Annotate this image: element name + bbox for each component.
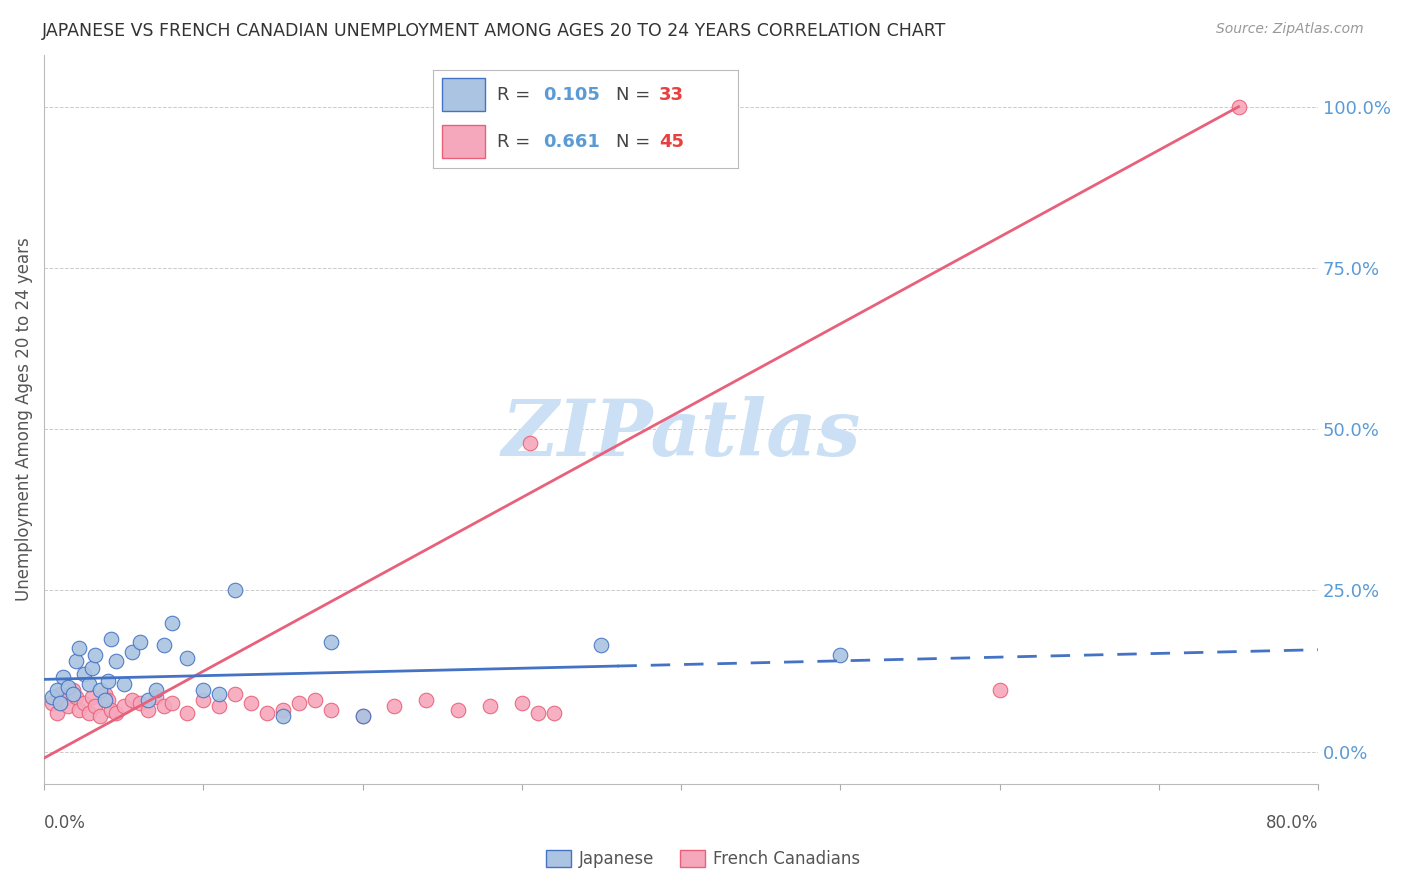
Point xyxy=(319,635,342,649)
Point xyxy=(193,683,215,698)
Point xyxy=(208,687,231,701)
Text: Source: ZipAtlas.com: Source: ZipAtlas.com xyxy=(1216,22,1364,37)
Point xyxy=(84,648,107,662)
Point xyxy=(73,696,96,710)
Point xyxy=(112,677,135,691)
Point xyxy=(271,709,294,723)
Point xyxy=(112,699,135,714)
Point xyxy=(830,648,852,662)
Point xyxy=(65,654,87,668)
Point xyxy=(256,706,278,720)
Point xyxy=(527,706,550,720)
Point xyxy=(104,706,127,720)
Point xyxy=(65,690,87,704)
Point xyxy=(136,703,159,717)
Text: ZIPatlas: ZIPatlas xyxy=(502,396,860,473)
Point xyxy=(128,696,150,710)
Point xyxy=(224,687,246,701)
Point xyxy=(93,693,115,707)
Point xyxy=(988,683,1011,698)
Point xyxy=(352,709,374,723)
Point xyxy=(128,635,150,649)
Point xyxy=(145,683,167,698)
Point xyxy=(77,706,100,720)
Point xyxy=(304,693,326,707)
Point xyxy=(208,699,231,714)
Point xyxy=(288,696,311,710)
Point xyxy=(62,687,84,701)
Point xyxy=(193,693,215,707)
Point xyxy=(415,693,437,707)
Point xyxy=(519,436,541,450)
Point xyxy=(97,673,120,688)
Point xyxy=(176,651,198,665)
Point xyxy=(80,690,103,704)
Point xyxy=(591,638,613,652)
Point xyxy=(56,699,79,714)
Point xyxy=(52,670,75,684)
Point xyxy=(89,709,111,723)
Point xyxy=(93,687,115,701)
Text: 80.0%: 80.0% xyxy=(1265,814,1319,832)
Point xyxy=(121,645,143,659)
Point xyxy=(62,683,84,698)
Point xyxy=(543,706,565,720)
Point xyxy=(89,683,111,698)
Point xyxy=(510,696,533,710)
Point xyxy=(56,680,79,694)
Point xyxy=(97,693,120,707)
Point xyxy=(45,683,67,698)
Point xyxy=(447,703,470,717)
Point xyxy=(136,693,159,707)
Point xyxy=(41,696,63,710)
Text: 0.0%: 0.0% xyxy=(44,814,86,832)
Text: JAPANESE VS FRENCH CANADIAN UNEMPLOYMENT AMONG AGES 20 TO 24 YEARS CORRELATION C: JAPANESE VS FRENCH CANADIAN UNEMPLOYMENT… xyxy=(42,22,946,40)
Point xyxy=(240,696,263,710)
Point xyxy=(45,706,67,720)
Point xyxy=(176,706,198,720)
Point xyxy=(384,699,406,714)
Point xyxy=(160,615,183,630)
Point xyxy=(224,583,246,598)
Y-axis label: Unemployment Among Ages 20 to 24 years: Unemployment Among Ages 20 to 24 years xyxy=(15,237,32,601)
Point xyxy=(104,654,127,668)
Point xyxy=(479,699,502,714)
Point xyxy=(41,690,63,704)
Point xyxy=(67,703,90,717)
Point xyxy=(271,703,294,717)
Point xyxy=(77,677,100,691)
Point xyxy=(1227,100,1250,114)
Point xyxy=(67,641,90,656)
Point xyxy=(73,667,96,681)
Point xyxy=(49,687,72,701)
Point xyxy=(160,696,183,710)
Point xyxy=(352,709,374,723)
Point xyxy=(319,703,342,717)
Point xyxy=(80,661,103,675)
Point xyxy=(121,693,143,707)
Point xyxy=(152,638,174,652)
Point xyxy=(152,699,174,714)
Point xyxy=(49,696,72,710)
Point xyxy=(52,693,75,707)
Point xyxy=(100,703,122,717)
Point xyxy=(84,699,107,714)
Legend: Japanese, French Canadians: Japanese, French Canadians xyxy=(540,843,866,875)
Point xyxy=(100,632,122,646)
Point xyxy=(145,690,167,704)
